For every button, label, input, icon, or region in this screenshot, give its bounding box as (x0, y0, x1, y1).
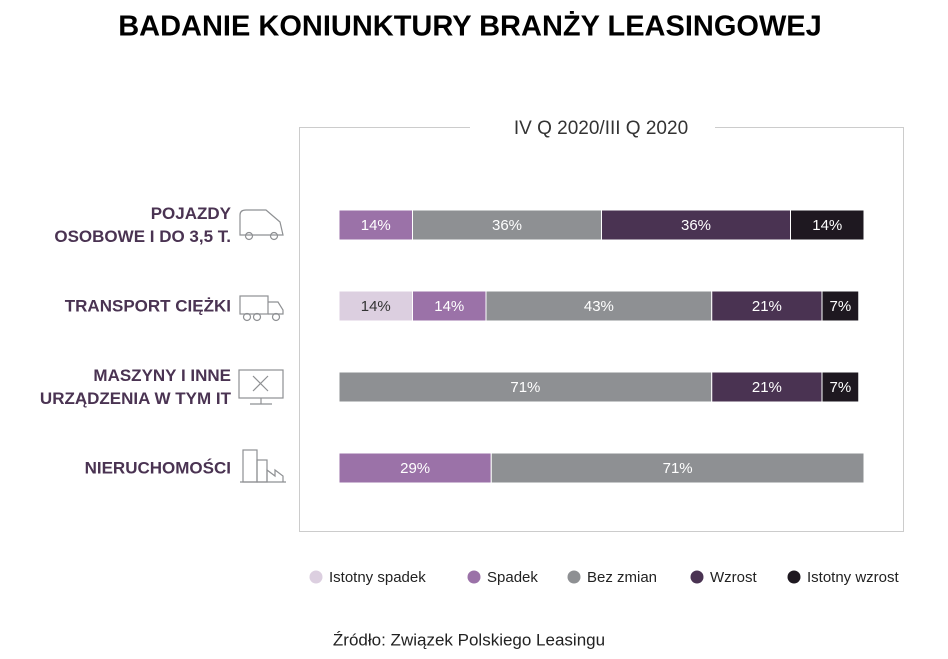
legend-label: Bez zmian (587, 569, 657, 586)
bar-segment (485, 290, 713, 322)
data-label: 14% (812, 217, 842, 234)
bar-segment (821, 290, 860, 322)
data-label: 14% (361, 217, 391, 234)
source: Źródło: Związek Polskiego Leasingu (333, 630, 605, 649)
data-label: 43% (584, 298, 614, 315)
category-label: NIERUCHOMOŚCI (84, 458, 231, 478)
legend-marker (690, 570, 704, 584)
bar-segment (711, 371, 823, 403)
data-label: 7% (830, 379, 852, 396)
data-label: 71% (510, 379, 540, 396)
chart-subtitle: IV Q 2020/III Q 2020 (514, 118, 688, 139)
legend-label: Wzrost (710, 569, 757, 586)
legend-label: Istotny wzrost (807, 569, 900, 586)
bar-segment (490, 452, 865, 484)
data-label: 36% (681, 217, 711, 234)
data-label: 29% (400, 460, 430, 477)
bar-segment (790, 209, 865, 241)
icon-truck (239, 295, 284, 322)
category-label: TRANSPORT CIĘŻKI (64, 296, 231, 316)
legend-marker (467, 570, 481, 584)
category-label: POJAZDY OSOBOWE I DO 3,5 T. (54, 204, 231, 246)
icon-van (239, 209, 284, 241)
icon-monitor (238, 369, 284, 405)
bar-segment (711, 290, 823, 322)
data-label: 7% (830, 298, 852, 315)
chart-title: BADANIE KONIUNKTURY BRANŻY LEASINGOWEJ (118, 11, 822, 43)
icon-building (240, 449, 286, 483)
legend-marker (567, 570, 581, 584)
legend-label: Spadek (487, 569, 538, 586)
legend-marker (309, 570, 323, 584)
data-label: 36% (492, 217, 522, 234)
bar-segment (338, 452, 492, 484)
data-label: 14% (434, 298, 464, 315)
bar-segment (821, 371, 860, 403)
subtitle-bg (470, 115, 715, 141)
data-label: 21% (752, 379, 782, 396)
data-label: 14% (361, 298, 391, 315)
legend-label: Istotny spadek (329, 569, 426, 586)
category-label: MASZYNY I INNE URZĄDZENIA W TYM IT (39, 366, 231, 408)
legend-marker (787, 570, 801, 584)
data-label: 71% (663, 460, 693, 477)
data-label: 21% (752, 298, 782, 315)
bar-segment (338, 209, 413, 241)
